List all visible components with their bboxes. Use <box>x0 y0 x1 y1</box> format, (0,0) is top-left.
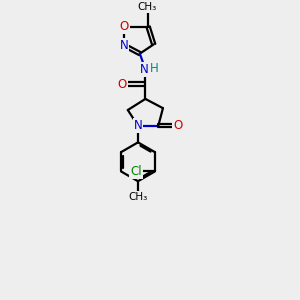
Text: H: H <box>150 62 159 75</box>
Text: O: O <box>119 20 129 33</box>
Text: N: N <box>140 63 149 76</box>
Text: N: N <box>134 119 142 132</box>
Text: O: O <box>118 78 127 91</box>
Text: N: N <box>120 39 128 52</box>
Text: O: O <box>173 119 182 132</box>
Text: Cl: Cl <box>130 165 142 178</box>
Text: CH₃: CH₃ <box>138 2 157 12</box>
Text: CH₃: CH₃ <box>128 192 148 202</box>
